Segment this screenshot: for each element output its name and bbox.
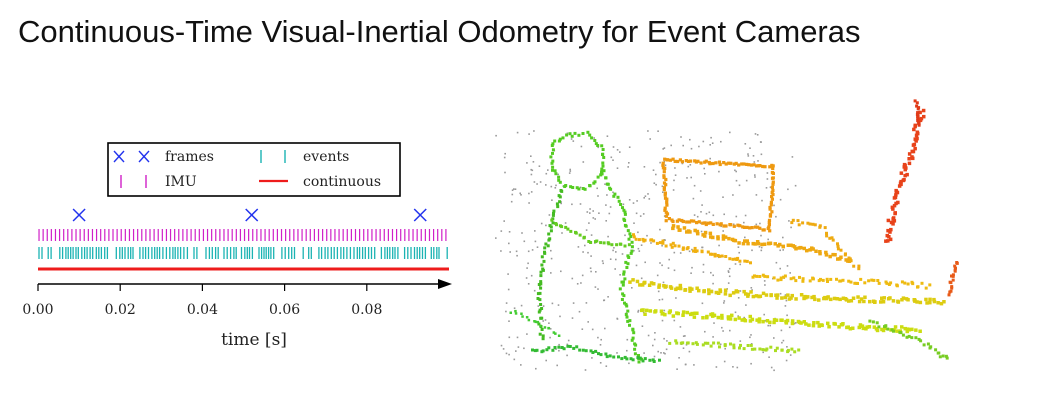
point-cloud-structure [509,309,561,337]
frame-marker [245,208,259,222]
legend-imu-label: IMU [165,174,197,190]
point-cloud-structure [550,218,631,248]
point-cloud-structure [913,99,921,127]
frame-marker [413,208,427,222]
axis-tick-label: 0.00 [22,302,53,318]
point-cloud-structure [632,233,752,265]
point-cloud-structure [868,319,949,360]
point-cloud-structure [600,170,644,364]
slide-title: Continuous-Time Visual-Inertial Odometry… [18,14,861,49]
events-row [38,247,448,259]
point-cloud-structure [531,344,661,363]
imu-row [38,229,447,241]
frame-marker [72,208,86,222]
axis-tick-label: 0.06 [269,302,300,318]
background-points [495,130,797,372]
legend-frames-marker [113,150,150,163]
point-cloud-structure [671,224,852,263]
point-cloud-structure [884,108,926,243]
point-cloud-structure [536,189,564,341]
time-axis-ticks: 0.00 0.02 0.04 0.06 0.08 [22,284,382,318]
axis-tick-label: 0.04 [187,302,218,318]
point-cloud-structure [661,157,775,233]
legend-events-label: events [303,149,349,165]
point-cloud-structure [947,261,959,297]
point-cloud-structure [668,339,801,354]
point-cloud-structure [628,278,946,306]
legend-frames-label: frames [165,149,214,165]
time-axis-label: time [s] [221,330,287,350]
legend-imu-marker [120,175,147,188]
legend-box [107,142,401,197]
legend-continuous-label: continuous [303,174,381,190]
legend-events-marker [260,150,286,163]
sensor-timeline-figure: frames events IMU continuous 0.00 0.02 0.0… [22,142,452,350]
axis-tick-label: 0.08 [351,302,382,318]
point-cloud-structure [790,218,861,271]
time-axis-arrowhead [438,279,452,289]
point-cloud-structure [549,130,606,191]
axis-tick-label: 0.02 [105,302,136,318]
reconstruction-point-cloud [495,99,959,372]
point-cloud-structure [751,273,932,290]
point-cloud-structure [640,308,922,334]
frames-row [72,208,427,222]
